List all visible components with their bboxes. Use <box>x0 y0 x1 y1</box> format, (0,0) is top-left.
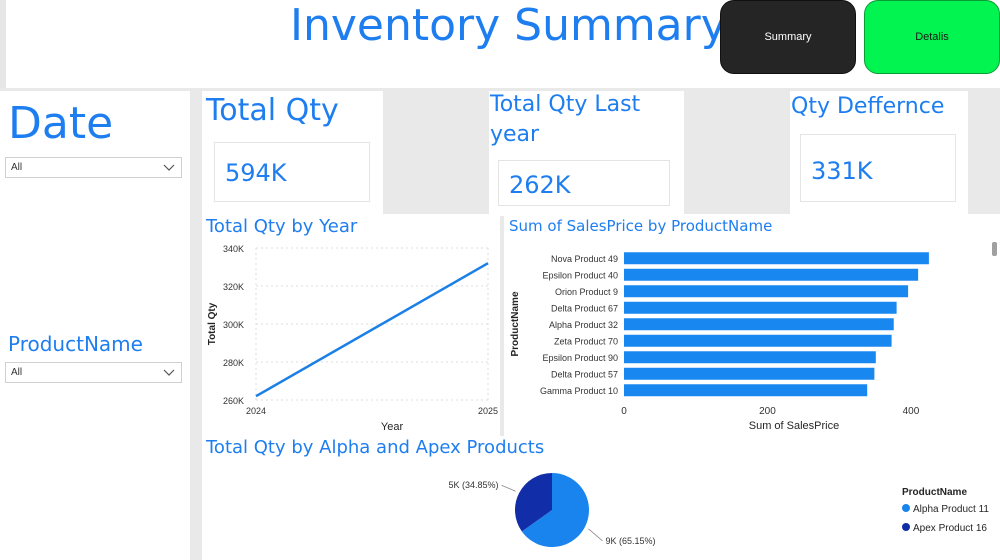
chevron-down-icon <box>163 369 175 376</box>
kpi-difference-value: 331K <box>811 157 873 185</box>
bar <box>624 367 875 380</box>
x-tick-label: 2024 <box>246 406 266 416</box>
pie-slice <box>515 473 552 532</box>
product-dropdown[interactable]: All <box>5 362 182 383</box>
legend-marker <box>902 504 910 512</box>
kpi-last-year-card: 262K <box>498 160 670 206</box>
y-tick-label: 260K <box>223 396 244 406</box>
header-left-strip <box>0 0 6 88</box>
x-tick-label: 400 <box>903 406 920 417</box>
scrollbar-thumb <box>992 242 997 256</box>
chevron-down-icon <box>163 164 175 171</box>
legend-title: ProductName <box>902 487 967 498</box>
product-slicer-title: ProductName <box>8 332 143 356</box>
category-label: Delta Product 57 <box>551 369 618 379</box>
bar-chart-title: Sum of SalesPrice by ProductName <box>509 217 773 235</box>
bar <box>624 252 929 265</box>
pie-leader-line <box>501 484 516 492</box>
kpi-last-year-value: 262K <box>509 171 571 199</box>
kpi-difference-title: Qty Deffernce <box>791 94 945 119</box>
pie-slice <box>521 473 589 547</box>
legend-marker <box>902 523 910 531</box>
y-tick-label: 320K <box>223 282 244 292</box>
legend-label: Alpha Product 11 <box>913 504 989 515</box>
x-axis-label: Year <box>381 421 404 433</box>
pie-data-label: 9K (65.15%) <box>605 536 655 546</box>
pie-chart: 9K (65.15%) 5K (34.85%) ProductName Alpha P… <box>449 473 989 547</box>
page-title: Inventory Summary <box>290 0 727 51</box>
bar <box>624 334 892 347</box>
y-axis-label: Total Qty <box>207 302 218 345</box>
legend-label: Apex Product 16 <box>913 523 987 534</box>
line-chart: 260K 280K 300K 320K 340K 2024 2025 Year Total Qt… <box>207 244 498 433</box>
category-label: Epsilon Product 40 <box>542 270 618 280</box>
y-axis-label: ProductName <box>510 291 521 356</box>
kpi-last-year-title: Total Qty Last year <box>490 92 641 147</box>
category-label: Alpha Product 32 <box>549 320 618 330</box>
kpi-difference-card: 331K <box>800 134 956 202</box>
x-axis-label: Sum of SalesPrice <box>749 420 839 432</box>
bar <box>624 268 919 281</box>
series-line <box>255 262 489 398</box>
category-label: Nova Product 49 <box>551 254 618 264</box>
bar <box>624 351 876 364</box>
pie-data-label: 5K (34.85%) <box>449 480 499 490</box>
kpi-gap-2 <box>684 88 790 214</box>
bar-chart: 0 200 400 Nova Product 49 Epsilon Product 40… <box>510 242 997 432</box>
category-label: Zeta Product 70 <box>554 336 618 346</box>
product-dropdown-value: All <box>11 367 23 378</box>
bar <box>624 384 868 397</box>
date-dropdown-value: All <box>11 162 23 173</box>
x-tick-label: 2025 <box>478 406 498 416</box>
line-chart-title: Total Qty by Year <box>206 216 358 237</box>
kpi-total-qty-title: Total Qty <box>206 93 339 128</box>
date-dropdown[interactable]: All <box>5 157 182 178</box>
pie-leader-line <box>588 528 603 542</box>
category-label: Gamma Product 10 <box>540 386 618 396</box>
bar <box>624 285 909 298</box>
sidebar-divider <box>190 88 202 560</box>
pie-chart-title: Total Qty by Alpha and Apex Products <box>206 437 545 458</box>
kpi-gap-1 <box>383 88 489 214</box>
category-label: Orion Product 9 <box>555 287 618 297</box>
x-tick-label: 0 <box>621 406 627 417</box>
category-label: Delta Product 67 <box>551 303 618 313</box>
y-tick-label: 340K <box>223 244 244 254</box>
bar <box>624 301 897 314</box>
header-divider <box>0 88 1000 91</box>
date-slicer-title: Date <box>8 98 114 149</box>
summary-button[interactable]: Summary <box>720 0 856 74</box>
y-tick-label: 280K <box>223 358 244 368</box>
details-button[interactable]: Detalis <box>864 0 1000 74</box>
bar <box>624 318 894 331</box>
chart-divider <box>500 216 504 436</box>
kpi-total-qty-card: 594K <box>214 142 370 202</box>
x-tick-label: 200 <box>759 406 776 417</box>
category-label: Epsilon Product 90 <box>542 353 618 363</box>
kpi-gap-3 <box>968 88 1000 214</box>
y-tick-label: 300K <box>223 320 244 330</box>
kpi-total-qty-value: 594K <box>225 159 287 187</box>
